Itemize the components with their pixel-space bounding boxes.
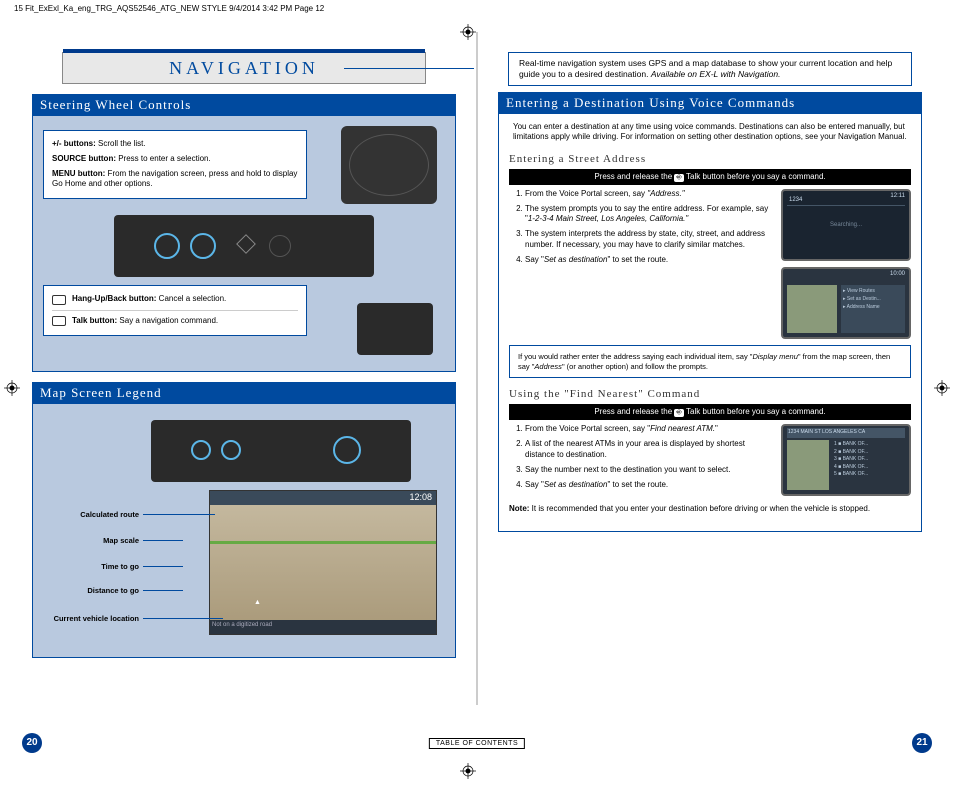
talk-instruction-bar: Press and release the ⎆ Talk button befo… bbox=[509, 404, 911, 420]
steering-panel: +/- buttons: Scroll the list. SOURCE but… bbox=[32, 116, 456, 372]
nav-screen-3: 1234 MAIN ST LOS ANGELES CA 1 ■ BANK OF.… bbox=[781, 424, 911, 496]
dashboard-image bbox=[114, 215, 374, 277]
button-label: +/- buttons: Scroll the list. bbox=[52, 139, 146, 150]
step: Say "Set as destination" to set the rout… bbox=[525, 480, 773, 491]
step: Say the number next to the destination y… bbox=[525, 465, 773, 476]
steering-back-image bbox=[357, 303, 433, 355]
step: The system interprets the address by sta… bbox=[525, 229, 773, 251]
map-label: Time to go bbox=[49, 562, 139, 571]
map-legend-panel: 12:08 ▲ Not on a digitized road Calculat… bbox=[32, 404, 456, 658]
step: Say "Set as destination" to set the rout… bbox=[525, 255, 773, 266]
page-title: NAVIGATION bbox=[169, 58, 319, 79]
page-right: Real-time navigation system uses GPS and… bbox=[480, 22, 940, 745]
street-steps: From the Voice Portal screen, say "Addre… bbox=[509, 189, 911, 339]
page-gutter bbox=[476, 32, 478, 705]
nav-screen-2: 10:00 ▸ View Routes▸ Set as Destin...▸ A… bbox=[781, 267, 911, 339]
button-label: MENU button: From the navigation screen,… bbox=[52, 169, 298, 191]
title-connector-line bbox=[344, 68, 474, 69]
map-clock: 12:08 bbox=[409, 492, 432, 502]
talk-instruction-bar: Press and release the ⎆ Talk button befo… bbox=[509, 169, 911, 185]
voice-intro: You can enter a destination at any time … bbox=[513, 122, 907, 143]
step: From the Voice Portal screen, say "Find … bbox=[525, 424, 773, 435]
voice-panel: You can enter a destination at any time … bbox=[498, 114, 922, 532]
talk-icon: ⎆ bbox=[674, 409, 684, 417]
subhead-street: Entering a Street Address bbox=[509, 153, 911, 165]
map-label: Distance to go bbox=[49, 586, 139, 595]
map-label: Map scale bbox=[49, 536, 139, 545]
hangup-label: Hang-Up/Back button: Cancel a selection. bbox=[72, 294, 226, 305]
findnearest-steps: From the Voice Portal screen, say "Find … bbox=[509, 424, 911, 496]
nav-screen-1: 12:11 1234 Searching... bbox=[781, 189, 911, 261]
map-screenshot: 12:08 ▲ Not on a digitized road bbox=[209, 490, 437, 635]
back-talk-box: Hang-Up/Back button: Cancel a selection.… bbox=[43, 285, 307, 336]
step: From the Voice Portal screen, say "Addre… bbox=[525, 189, 773, 200]
dashboard-thumb bbox=[151, 420, 411, 482]
section-steering: Steering Wheel Controls bbox=[32, 94, 456, 116]
section-voice: Entering a Destination Using Voice Comma… bbox=[498, 92, 922, 114]
steering-wheel-image bbox=[341, 126, 437, 204]
button-label: SOURCE button: Press to enter a selectio… bbox=[52, 154, 211, 165]
intro-box: Real-time navigation system uses GPS and… bbox=[508, 52, 912, 86]
toc-link[interactable]: TABLE OF CONTENTS bbox=[429, 738, 525, 749]
talk-icon bbox=[52, 316, 66, 326]
page-left: NAVIGATION Steering Wheel Controls +/- b… bbox=[14, 22, 474, 745]
map-label: Calculated route bbox=[49, 510, 139, 519]
map-label: Current vehicle location bbox=[49, 614, 139, 623]
talk-icon: ⎆ bbox=[674, 174, 684, 182]
display-menu-note: If you would rather enter the address sa… bbox=[509, 345, 911, 379]
step: A list of the nearest ATMs in your area … bbox=[525, 439, 773, 461]
step: The system prompts you to say the entire… bbox=[525, 204, 773, 226]
steering-buttons-box: +/- buttons: Scroll the list. SOURCE but… bbox=[43, 130, 307, 199]
registration-mark bbox=[460, 763, 476, 779]
crop-header: 15 Fit_ExExl_Ka_eng_TRG_AQS52546_ATG_NEW… bbox=[14, 4, 324, 13]
hangup-icon bbox=[52, 295, 66, 305]
page-number-right: 21 bbox=[912, 733, 932, 753]
driving-note: Note: It is recommended that you enter y… bbox=[509, 504, 911, 514]
talkbtn-label: Talk button: Say a navigation command. bbox=[72, 316, 218, 327]
page-number-left: 20 bbox=[22, 733, 42, 753]
subhead-findnearest: Using the "Find Nearest" Command bbox=[509, 388, 911, 400]
section-map-legend: Map Screen Legend bbox=[32, 382, 456, 404]
